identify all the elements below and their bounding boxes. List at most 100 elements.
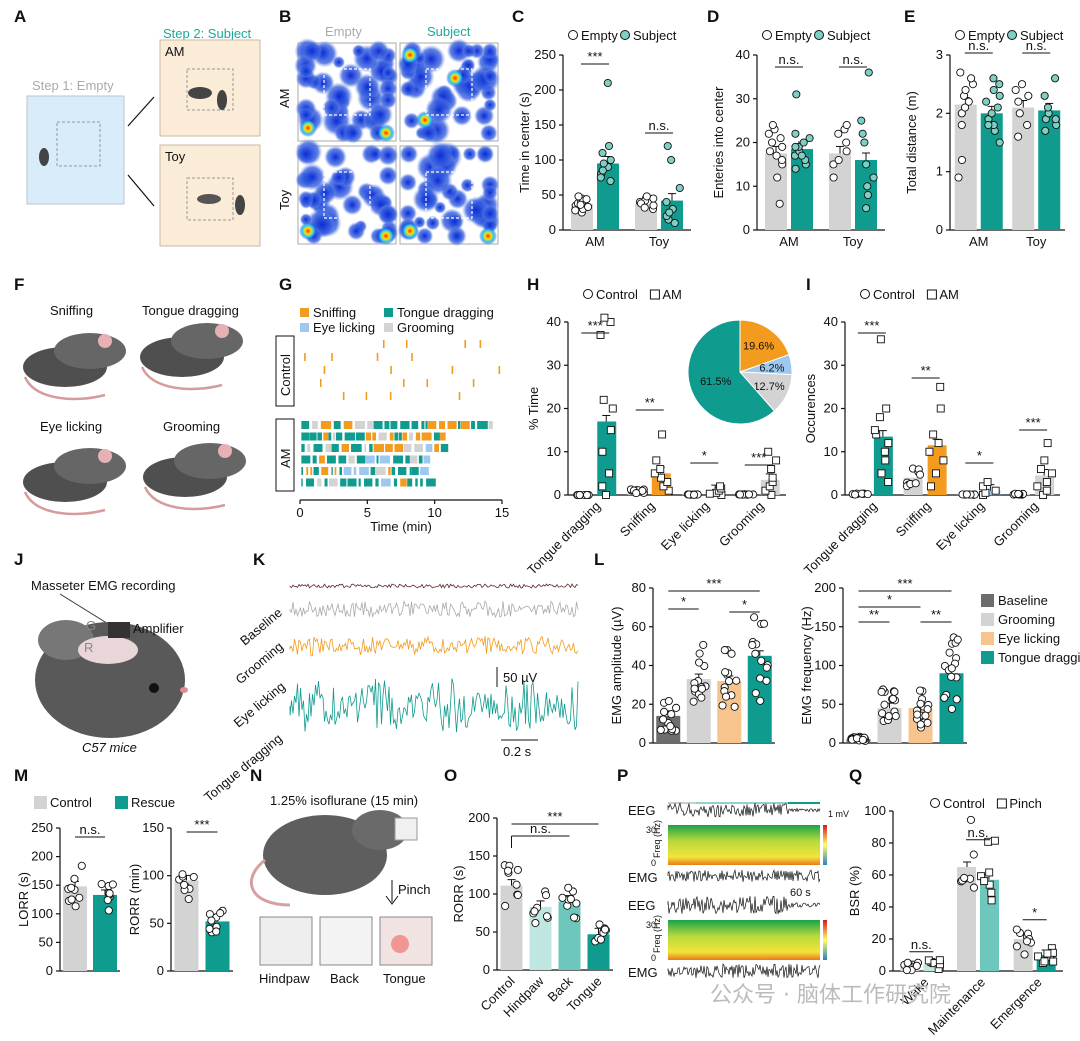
raster-event [425, 421, 428, 429]
data-point [744, 490, 754, 499]
y-tick-label: 100 [31, 906, 53, 921]
mouse-ear-icon [98, 449, 112, 463]
data-point [858, 129, 867, 138]
data-point [695, 658, 704, 667]
heatmap-blob [403, 112, 420, 130]
eeg-label-2: EEG [628, 898, 655, 913]
significance-label: ** [869, 607, 879, 622]
raster-event [331, 353, 333, 361]
eeg-trace [667, 963, 821, 979]
data-point [764, 447, 773, 456]
panel-b-heatmaps: Empty Subject AM Toy [277, 24, 501, 247]
data-point [657, 473, 665, 482]
y-tick-label: 0 [554, 487, 561, 502]
raster-event [373, 421, 383, 429]
data-point [501, 901, 510, 911]
isoflurane-title: 1.25% isoflurane (15 min) [270, 793, 418, 808]
data-point [665, 208, 674, 217]
y-tick-label: 30 [547, 357, 561, 372]
data-point [1014, 489, 1023, 498]
data-point [870, 426, 879, 435]
heatmap-blob [482, 184, 498, 201]
significance-label: n.s. [911, 937, 932, 952]
eeg-trace [667, 802, 821, 818]
legend-marker [860, 289, 870, 299]
raster-event [420, 478, 423, 487]
heatmap-blob [481, 42, 499, 60]
legend-label: Baseline [998, 593, 1048, 608]
data-point [75, 893, 84, 902]
raster-event [355, 432, 365, 441]
data-point [70, 874, 79, 883]
data-point [877, 687, 886, 696]
legend-label: Control [596, 287, 638, 302]
data-point [934, 439, 943, 448]
heatmap-col-subject: Subject [427, 24, 471, 39]
chart-h: 0 10 20 30 40 % Time Control AM Tongue dragging *… [524, 287, 793, 578]
data-point [642, 192, 651, 201]
data-point [721, 692, 731, 701]
data-point [957, 155, 967, 165]
data-point [695, 649, 704, 658]
heatmap-blob [398, 173, 418, 192]
significance-label: *** [897, 576, 912, 591]
chart-i: 0 10 20 30 40 Occurences Control AM Tongue dragg… [801, 287, 1060, 578]
data-point [718, 701, 727, 710]
data-point [953, 635, 962, 644]
data-point [216, 909, 225, 918]
step2-label: Step 2: Subject [163, 26, 252, 41]
data-point [504, 866, 513, 875]
legend-marker [568, 30, 578, 40]
arrow-up-icon [127, 96, 155, 127]
legend-label: Tongue dragging [998, 650, 1080, 665]
raster-event [425, 444, 433, 452]
y-axis-label: EMG amplitude (µV) [609, 606, 624, 724]
panel-a-schematic: Step 1: Empty Step 2: Subject AM Toy [26, 26, 261, 247]
raster-event [323, 432, 329, 441]
raster-event [421, 432, 432, 441]
y-tick-label: 0 [639, 735, 646, 750]
data-point [1014, 97, 1023, 106]
spectrogram-1 [668, 825, 820, 865]
y-tick-label: 30 [736, 91, 750, 106]
raster-event [373, 444, 385, 452]
raster-event [325, 444, 332, 452]
heatmap-blob [381, 66, 395, 79]
mouse-tail-illustration [23, 376, 106, 401]
y-tick-label: 100 [814, 658, 836, 673]
data-point [991, 486, 1000, 495]
bar [93, 894, 117, 971]
data-point [750, 613, 759, 622]
panel-label-o: O [444, 766, 457, 785]
eeg-label-1: EEG [628, 803, 655, 818]
data-point [656, 725, 665, 734]
raster-event [364, 478, 373, 487]
freq-tick-30-1: 30 [646, 825, 656, 835]
data-point [776, 134, 785, 143]
legend-marker [926, 289, 937, 300]
legend-label: Control [943, 796, 985, 811]
mouse-eye-icon [149, 683, 159, 693]
raster-event [328, 478, 338, 487]
am-arena-center [186, 68, 234, 111]
data-point [957, 120, 966, 130]
behavior-label-sniffing: Sniffing [50, 303, 93, 318]
x-tick-label: Grooming [990, 499, 1041, 550]
legend-marker [762, 30, 772, 40]
data-point [947, 704, 956, 713]
data-point [689, 697, 698, 706]
raster-event [384, 421, 390, 429]
raster-event [328, 432, 332, 441]
raster-event [321, 467, 329, 475]
data-point [775, 199, 784, 208]
data-point [1047, 469, 1056, 478]
legend-swatch [384, 323, 393, 332]
scale-mv: 1 mV [828, 809, 849, 819]
legend-swatch [981, 613, 994, 626]
heatmap-blob [445, 213, 464, 231]
raster-event [398, 467, 407, 475]
raster-event [403, 444, 412, 452]
mouse-illustration [54, 333, 126, 369]
raster-event [423, 455, 431, 464]
behavior-label-eye-licking: Eye licking [40, 419, 102, 434]
